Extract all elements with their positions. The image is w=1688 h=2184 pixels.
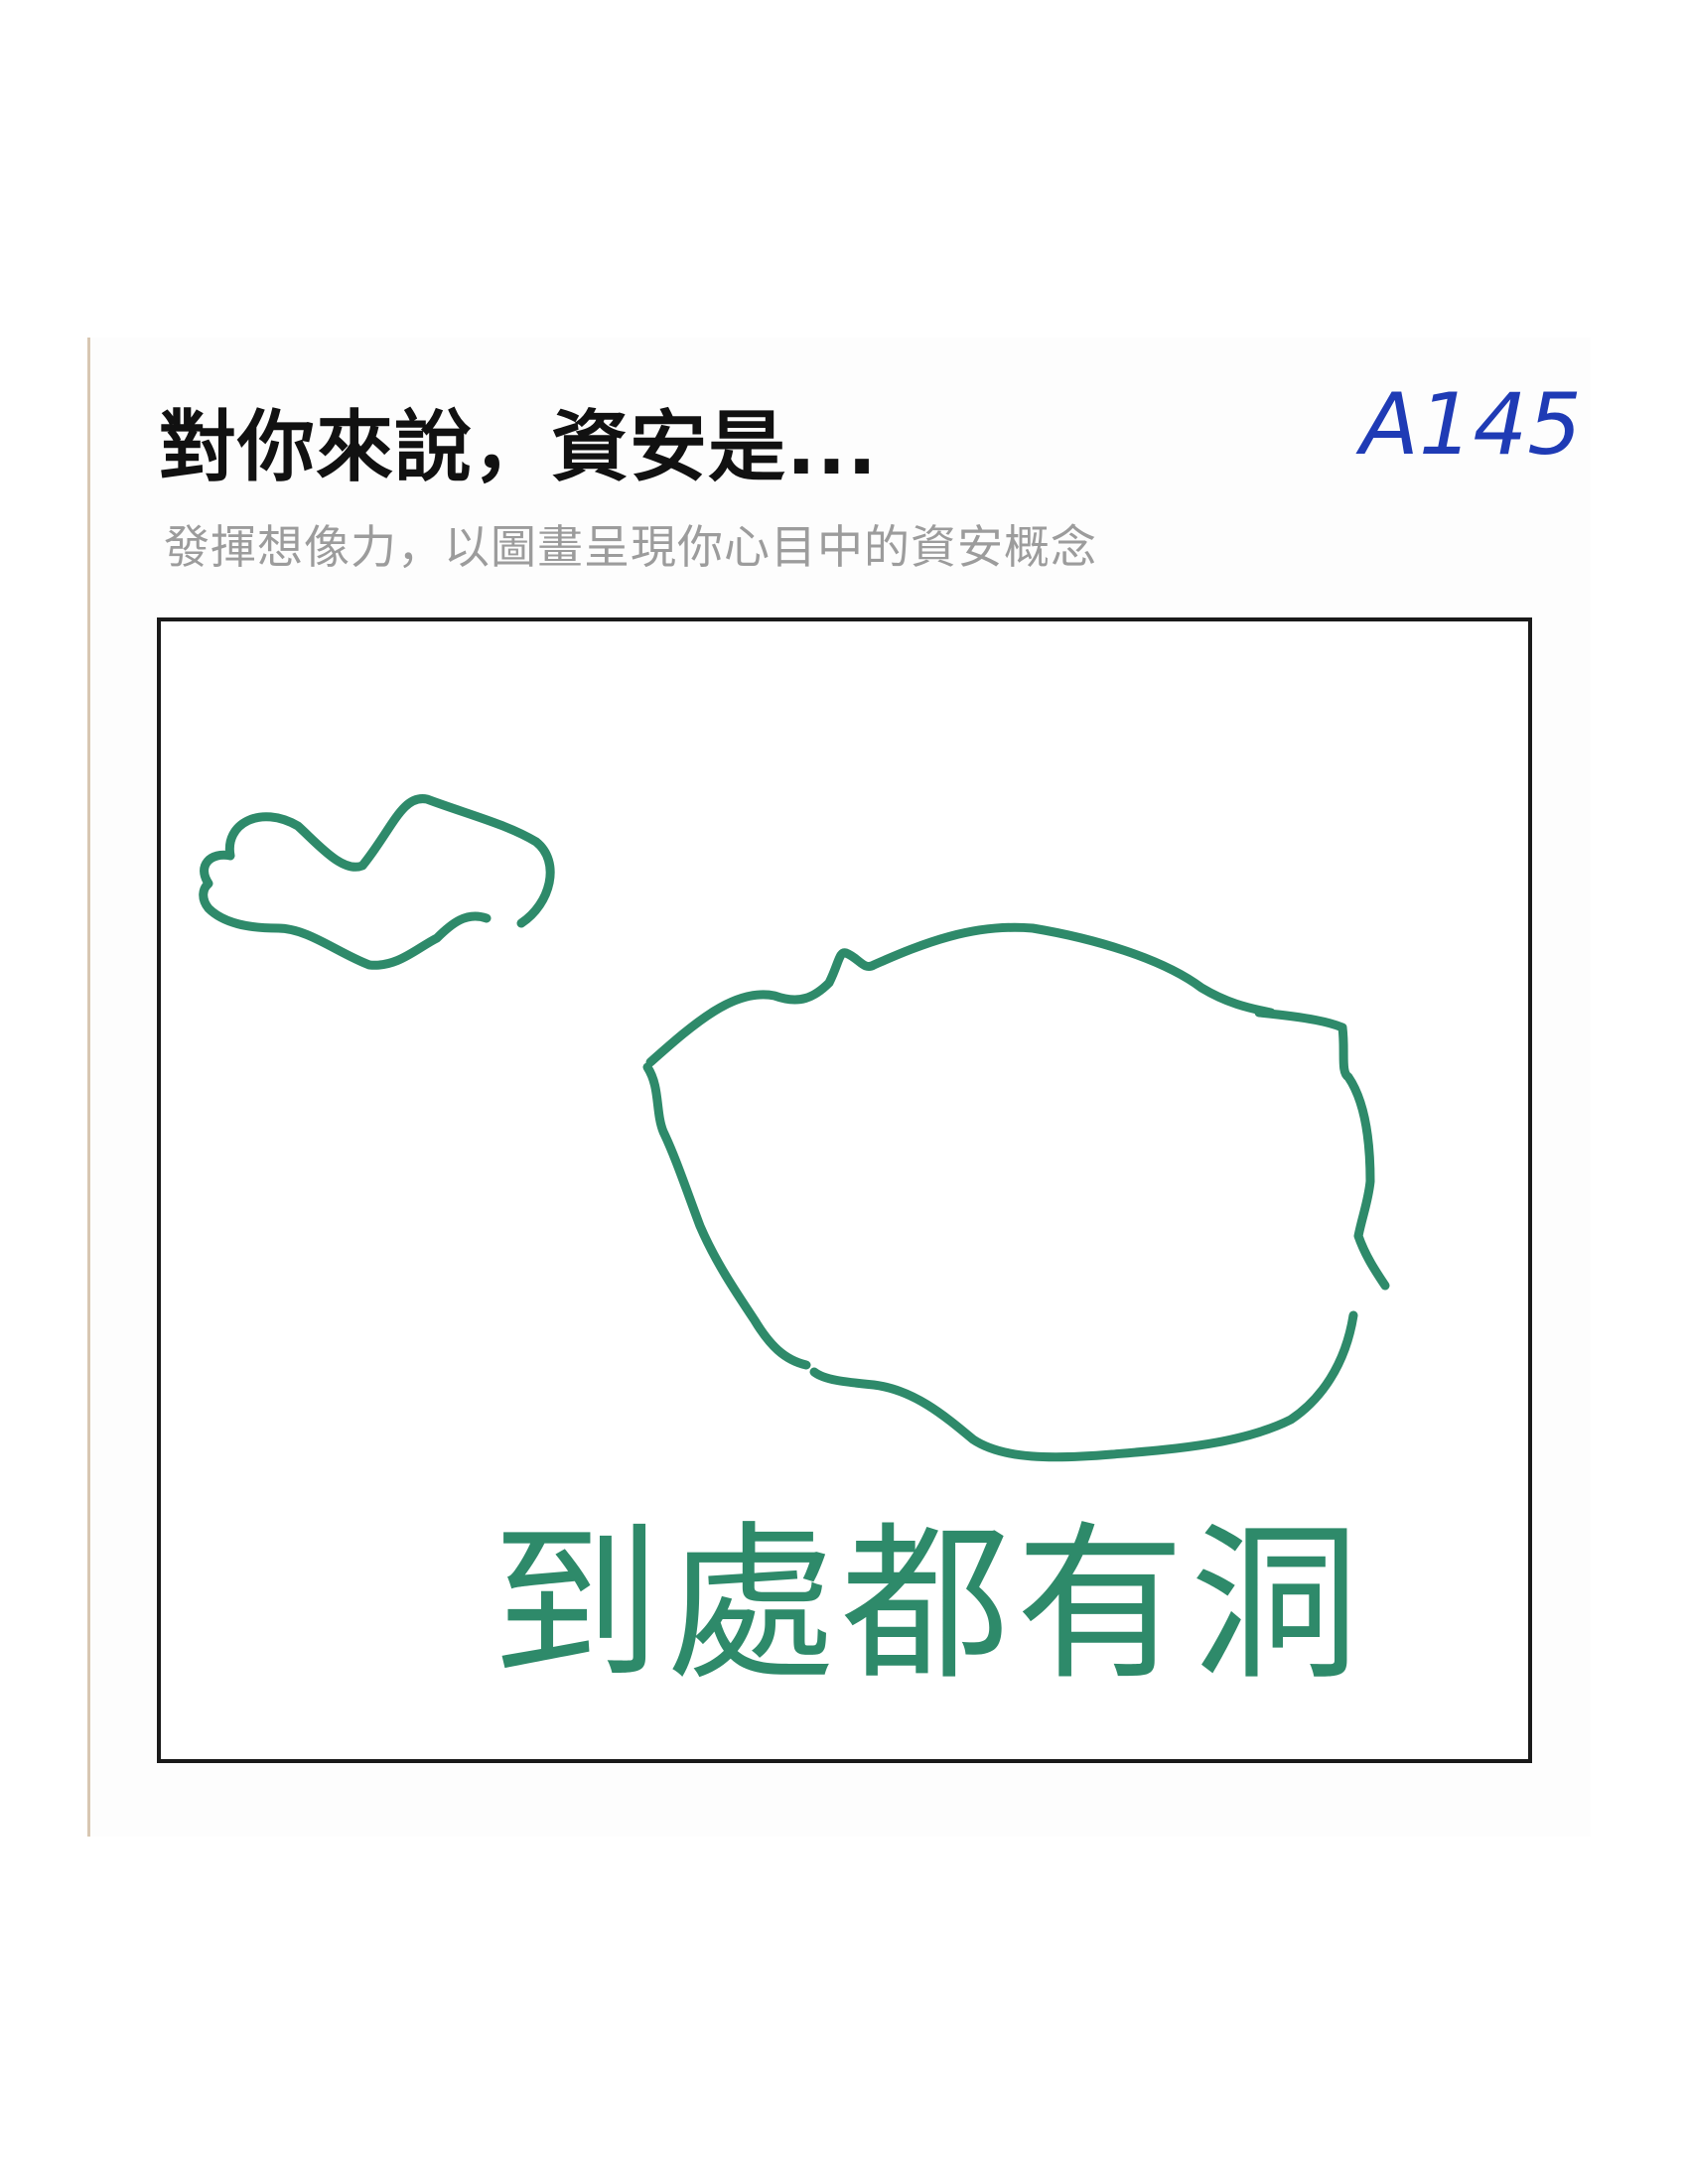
card-code: A145	[1360, 375, 1582, 475]
cloud-doodle	[199, 794, 555, 970]
card-subtitle: 發揮想像力，以圖畫呈現你心目中的資安概念	[164, 520, 1097, 574]
card-left-edge	[87, 338, 90, 1837]
blob-doodle	[642, 922, 1390, 1462]
drawing-frame	[157, 617, 1532, 1763]
drawing-caption: 到處都有洞	[492, 1507, 1366, 1704]
card-title: 對你來說，資安是...	[159, 403, 878, 492]
